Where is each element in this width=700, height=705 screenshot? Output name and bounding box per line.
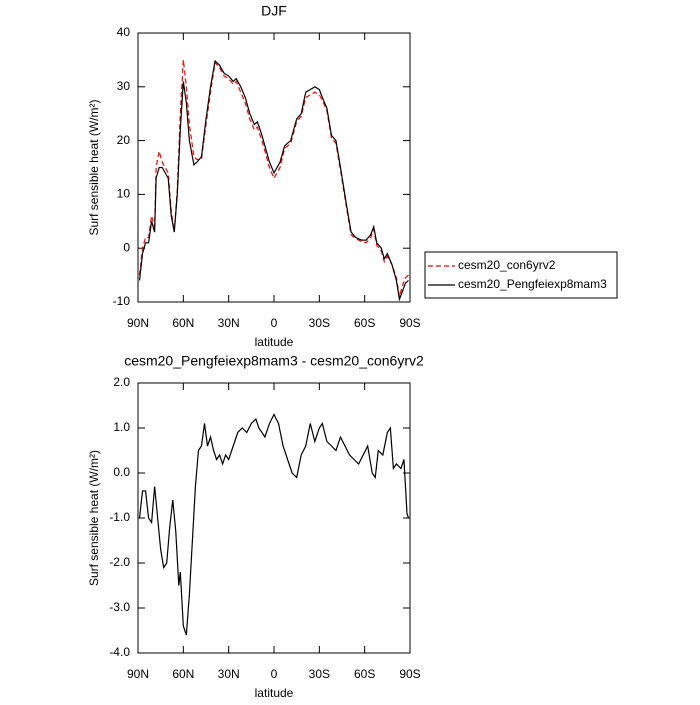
x-tick-label: 0 — [271, 667, 278, 681]
x-tick-label: 0 — [271, 316, 278, 330]
x-axis-label: latitude — [255, 686, 294, 700]
plot-frame — [137, 382, 411, 654]
line-series — [138, 413, 410, 636]
y-tick-label: 40 — [117, 25, 131, 39]
x-tick-label: 60N — [172, 316, 194, 330]
y-tick-label: -2.0 — [109, 555, 130, 569]
legend-box — [424, 251, 618, 299]
legend-label: cesm20_con6yrv2 — [458, 258, 556, 272]
y-tick-label: -4.0 — [109, 645, 130, 659]
y-tick-label: -3.0 — [109, 600, 130, 614]
y-tick-label: 10 — [117, 187, 131, 201]
y-tick-label: 1.0 — [113, 420, 130, 434]
x-axis-label: latitude — [255, 335, 294, 349]
x-tick-label: 30N — [218, 667, 240, 681]
x-tick-label: 60N — [172, 667, 194, 681]
line-series — [138, 59, 409, 297]
x-tick-label: 30S — [309, 667, 330, 681]
line-series — [138, 59, 409, 302]
x-tick-label: 90S — [399, 316, 420, 330]
x-tick-label: 90N — [127, 316, 149, 330]
x-tick-label: 30N — [218, 316, 240, 330]
y-tick-label: 0 — [123, 240, 130, 254]
y-tick-label: 30 — [117, 79, 131, 93]
y-axis-label: Surf sensible heat (W/m²) — [87, 99, 101, 235]
x-tick-label: 90S — [399, 667, 420, 681]
y-tick-label: -10 — [113, 294, 131, 308]
y-axis-label: Surf sensible heat (W/m²) — [87, 450, 101, 586]
y-tick-label: 2.0 — [113, 375, 130, 389]
x-tick-label: 60S — [354, 667, 375, 681]
chart-title: DJF — [261, 3, 287, 19]
y-tick-label: 0.0 — [113, 465, 130, 479]
y-tick-label: 20 — [117, 133, 131, 147]
chart-title: cesm20_Pengfeiexp8mam3 - cesm20_con6yrv2 — [124, 353, 424, 369]
y-tick-label: -1.0 — [109, 510, 130, 524]
x-tick-label: 60S — [354, 316, 375, 330]
x-tick-label: 30S — [309, 316, 330, 330]
x-tick-label: 90N — [127, 667, 149, 681]
plot-frame — [137, 32, 411, 303]
legend-label: cesm20_Pengfeiexp8mam3 — [458, 277, 607, 291]
